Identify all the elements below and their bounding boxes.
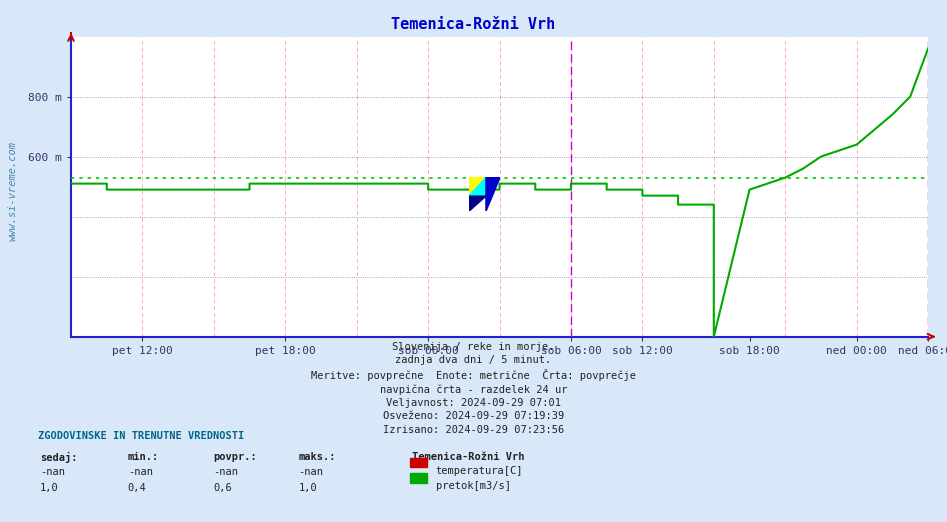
Text: 0,6: 0,6	[213, 483, 232, 493]
Text: povpr.:: povpr.:	[213, 452, 257, 461]
Text: -nan: -nan	[213, 467, 238, 477]
Text: ZGODOVINSKE IN TRENUTNE VREDNOSTI: ZGODOVINSKE IN TRENUTNE VREDNOSTI	[38, 431, 244, 441]
Text: Temenica-Rožni Vrh: Temenica-Rožni Vrh	[412, 452, 525, 461]
Polygon shape	[486, 177, 500, 211]
Text: sedaj:: sedaj:	[40, 452, 78, 462]
Text: 0,4: 0,4	[128, 483, 147, 493]
Text: min.:: min.:	[128, 452, 159, 461]
Text: -nan: -nan	[40, 467, 64, 477]
Text: Temenica-Rožni Vrh: Temenica-Rožni Vrh	[391, 17, 556, 32]
Polygon shape	[469, 196, 486, 211]
Text: pretok[m3/s]: pretok[m3/s]	[436, 481, 510, 491]
Text: -nan: -nan	[298, 467, 323, 477]
Text: -nan: -nan	[128, 467, 152, 477]
Polygon shape	[469, 177, 486, 196]
Text: maks.:: maks.:	[298, 452, 336, 461]
Text: 1,0: 1,0	[40, 483, 59, 493]
Text: www.si-vreme.com: www.si-vreme.com	[8, 140, 17, 241]
Text: temperatura[C]: temperatura[C]	[436, 466, 523, 476]
Text: Slovenija / reke in morje.
zadnja dva dni / 5 minut.
Meritve: povprečne  Enote: : Slovenija / reke in morje. zadnja dva dn…	[311, 342, 636, 435]
Polygon shape	[469, 177, 486, 196]
Text: 1,0: 1,0	[298, 483, 317, 493]
